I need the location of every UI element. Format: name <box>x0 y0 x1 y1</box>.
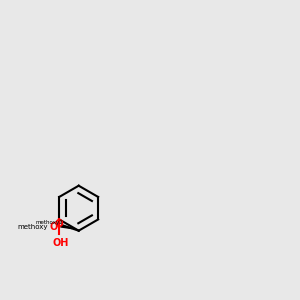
Text: methoxy2: methoxy2 <box>36 220 64 225</box>
Text: O: O <box>55 219 63 229</box>
Text: OH: OH <box>52 238 69 248</box>
Text: methoxy: methoxy <box>18 224 48 230</box>
Text: O: O <box>49 222 58 232</box>
